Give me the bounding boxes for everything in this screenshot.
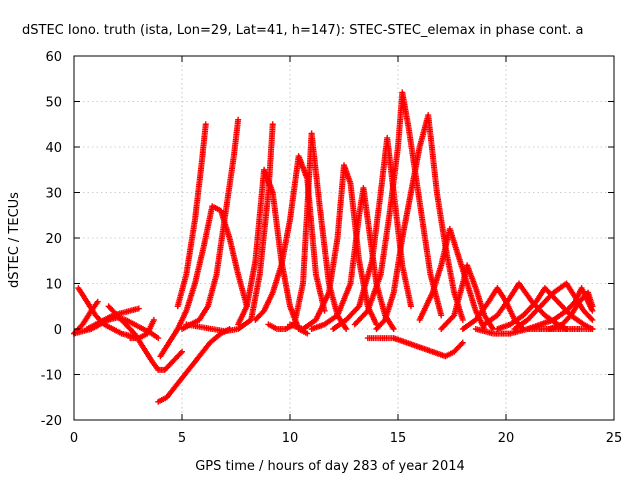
- series-18: [373, 112, 466, 332]
- series-9: [179, 116, 242, 332]
- chart-title: dSTEC Iono. truth (ista, Lon=29, Lat=41,…: [22, 23, 584, 38]
- series-7-markers: [157, 203, 250, 360]
- series-6: [155, 326, 233, 405]
- series-7: [157, 203, 250, 360]
- series-11-markers: [235, 166, 311, 337]
- series-10: [183, 121, 276, 335]
- y-tick-label-6: 40: [45, 141, 62, 156]
- y-tick-label-3: 10: [45, 278, 62, 293]
- series-28: [472, 326, 596, 337]
- series-4: [105, 303, 185, 373]
- series-20-markers: [416, 225, 488, 332]
- x-tick-label-5: 25: [606, 431, 623, 446]
- series-10-markers: [183, 121, 276, 335]
- series-18-markers: [373, 112, 466, 332]
- y-tick-label-8: 60: [45, 50, 62, 65]
- series-21: [438, 262, 497, 332]
- series-5-markers: [127, 316, 157, 342]
- x-tick-label-3: 15: [390, 431, 407, 446]
- series-11: [235, 166, 311, 337]
- series-28-markers: [472, 326, 596, 337]
- series-19: [364, 335, 466, 360]
- series-4-markers: [105, 303, 185, 373]
- y-tick-label-2: 0: [54, 323, 62, 338]
- series-20: [416, 225, 488, 332]
- series-5: [127, 316, 157, 342]
- data-points: [71, 89, 596, 405]
- axis-ticks: 0 5 10 15 20 25 -20 -10 0 10 20 30 40 50 60: [41, 50, 623, 446]
- y-tick-label-0: -20: [41, 414, 62, 429]
- y-tick-label-7: 50: [45, 96, 62, 111]
- x-tick-label-4: 20: [498, 431, 515, 446]
- series-6-markers: [155, 326, 233, 405]
- series-15-markers: [308, 185, 397, 332]
- series-12-markers: [252, 153, 328, 323]
- series-15: [308, 185, 397, 332]
- x-axis-label: GPS time / hours of day 283 of year 2014: [195, 459, 465, 474]
- series-9-markers: [179, 116, 242, 332]
- series-21-markers: [438, 262, 497, 332]
- series-19-markers: [364, 335, 466, 360]
- series-8: [174, 121, 209, 310]
- x-tick-label-1: 5: [178, 431, 186, 446]
- x-tick-label-2: 10: [282, 431, 299, 446]
- series-8-markers: [174, 121, 209, 310]
- y-axis-label: dSTEC / TECUs: [7, 192, 22, 288]
- y-tick-label-1: -10: [41, 369, 62, 384]
- x-tick-label-0: 0: [70, 431, 78, 446]
- y-tick-label-5: 30: [45, 187, 62, 202]
- y-tick-label-4: 20: [45, 232, 62, 247]
- series-12: [252, 153, 328, 323]
